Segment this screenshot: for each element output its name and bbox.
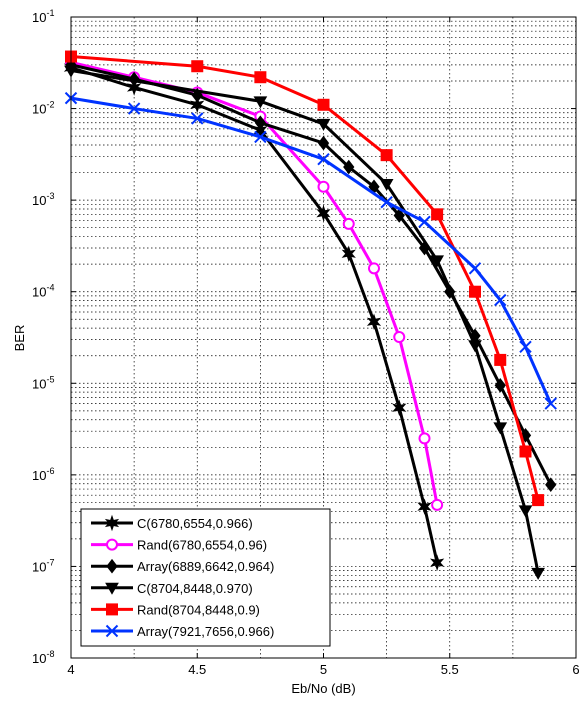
legend-label: Rand(8704,8448,0.9) bbox=[137, 602, 260, 617]
data-point bbox=[519, 445, 532, 458]
data-point bbox=[429, 554, 445, 571]
series-line bbox=[70, 55, 540, 501]
legend-label: Array(6889,6642,0.964) bbox=[137, 559, 274, 574]
legend-entry: Array(6889,6642,0.964) bbox=[91, 558, 274, 574]
data-point bbox=[126, 79, 142, 96]
data-point bbox=[494, 353, 507, 366]
legend-marker bbox=[104, 514, 120, 532]
data-point bbox=[544, 397, 557, 410]
data-point bbox=[518, 505, 533, 518]
data-point bbox=[417, 498, 432, 515]
legend-label: Rand(6780,6554,0.96) bbox=[137, 538, 267, 553]
data-point bbox=[493, 422, 508, 435]
y-tick-label: 10-4 bbox=[32, 283, 54, 300]
legend-entry: Rand(6780,6554,0.96) bbox=[91, 538, 267, 553]
data-point bbox=[468, 340, 482, 353]
data-point bbox=[393, 331, 406, 344]
y-tick-label: 10-2 bbox=[32, 100, 54, 117]
y-tick-label: 10-7 bbox=[32, 557, 54, 574]
data-point bbox=[254, 130, 267, 144]
legend-marker bbox=[105, 582, 119, 595]
data-point bbox=[494, 293, 507, 307]
x-tick-label: 6 bbox=[572, 662, 579, 677]
series-line bbox=[70, 66, 439, 563]
data-point bbox=[519, 340, 532, 354]
data-point bbox=[431, 498, 444, 511]
series-6 bbox=[64, 91, 557, 410]
data-point bbox=[191, 60, 204, 73]
data-point bbox=[494, 378, 506, 393]
data-point bbox=[317, 98, 330, 111]
data-point bbox=[431, 208, 444, 221]
legend-box bbox=[80, 508, 331, 647]
data-point bbox=[191, 112, 204, 125]
series-1 bbox=[63, 59, 445, 571]
legend-entry: Array(7921,7656,0.966) bbox=[91, 624, 274, 639]
legend-marker bbox=[105, 624, 119, 638]
y-tick-label: 10-8 bbox=[32, 649, 54, 666]
data-point bbox=[127, 102, 141, 115]
x-tick-label: 4 bbox=[67, 662, 74, 677]
data-point bbox=[190, 96, 205, 114]
y-tick-label: 10-5 bbox=[32, 374, 54, 391]
x-axis-label: Eb/No (dB) bbox=[291, 681, 355, 696]
legend-marker bbox=[106, 538, 118, 551]
data-point bbox=[392, 399, 407, 417]
legend-label: Array(7921,7656,0.966) bbox=[137, 624, 274, 639]
legend: C(6780,6554,0.966) Rand(6780,6554,0.96) Ar… bbox=[80, 508, 331, 647]
legend-marker bbox=[106, 603, 118, 616]
data-point bbox=[317, 180, 330, 193]
data-point bbox=[343, 159, 355, 175]
x-tick-label: 4.5 bbox=[188, 662, 206, 677]
data-point bbox=[368, 262, 380, 275]
x-tick-label: 5 bbox=[320, 662, 327, 677]
data-point bbox=[531, 567, 545, 580]
data-point bbox=[317, 135, 330, 151]
data-point bbox=[469, 285, 481, 298]
data-point bbox=[254, 71, 267, 84]
y-tick-label: 10-3 bbox=[32, 191, 54, 208]
series-layer bbox=[63, 50, 557, 580]
data-point bbox=[393, 208, 405, 223]
legend-marker bbox=[106, 558, 118, 574]
y-tick-label: 10-1 bbox=[32, 8, 54, 25]
data-point bbox=[317, 152, 330, 166]
legend-label: C(8704,8448,0.970) bbox=[137, 581, 253, 596]
data-point bbox=[316, 204, 331, 222]
legend-entry: C(8704,8448,0.970) bbox=[91, 581, 253, 596]
legend-entry: Rand(8704,8448,0.9) bbox=[91, 602, 260, 617]
y-tick-label: 10-6 bbox=[32, 466, 54, 483]
data-point bbox=[316, 118, 331, 131]
data-point bbox=[342, 217, 355, 230]
y-axis-label: BER bbox=[12, 325, 27, 352]
data-point bbox=[379, 179, 394, 192]
data-point bbox=[254, 115, 267, 131]
data-point bbox=[418, 432, 431, 445]
data-point bbox=[468, 262, 482, 275]
data-point bbox=[532, 494, 545, 507]
data-point bbox=[545, 477, 557, 493]
legend-label: C(6780,6554,0.966) bbox=[137, 516, 253, 531]
data-point bbox=[253, 96, 268, 109]
axis-ticks: 4 4.5 5 5.5 6 10-1 10-2 10-3 10-4 10-5 10-6 10-7 10-… bbox=[32, 8, 580, 677]
data-point bbox=[366, 313, 382, 330]
data-point bbox=[380, 195, 393, 209]
data-point bbox=[430, 255, 444, 268]
x-tick-label: 5.5 bbox=[441, 662, 459, 677]
data-point bbox=[380, 149, 393, 162]
data-point bbox=[341, 245, 356, 262]
legend-entry: C(6780,6554,0.966) bbox=[91, 514, 253, 532]
data-point bbox=[418, 215, 431, 229]
